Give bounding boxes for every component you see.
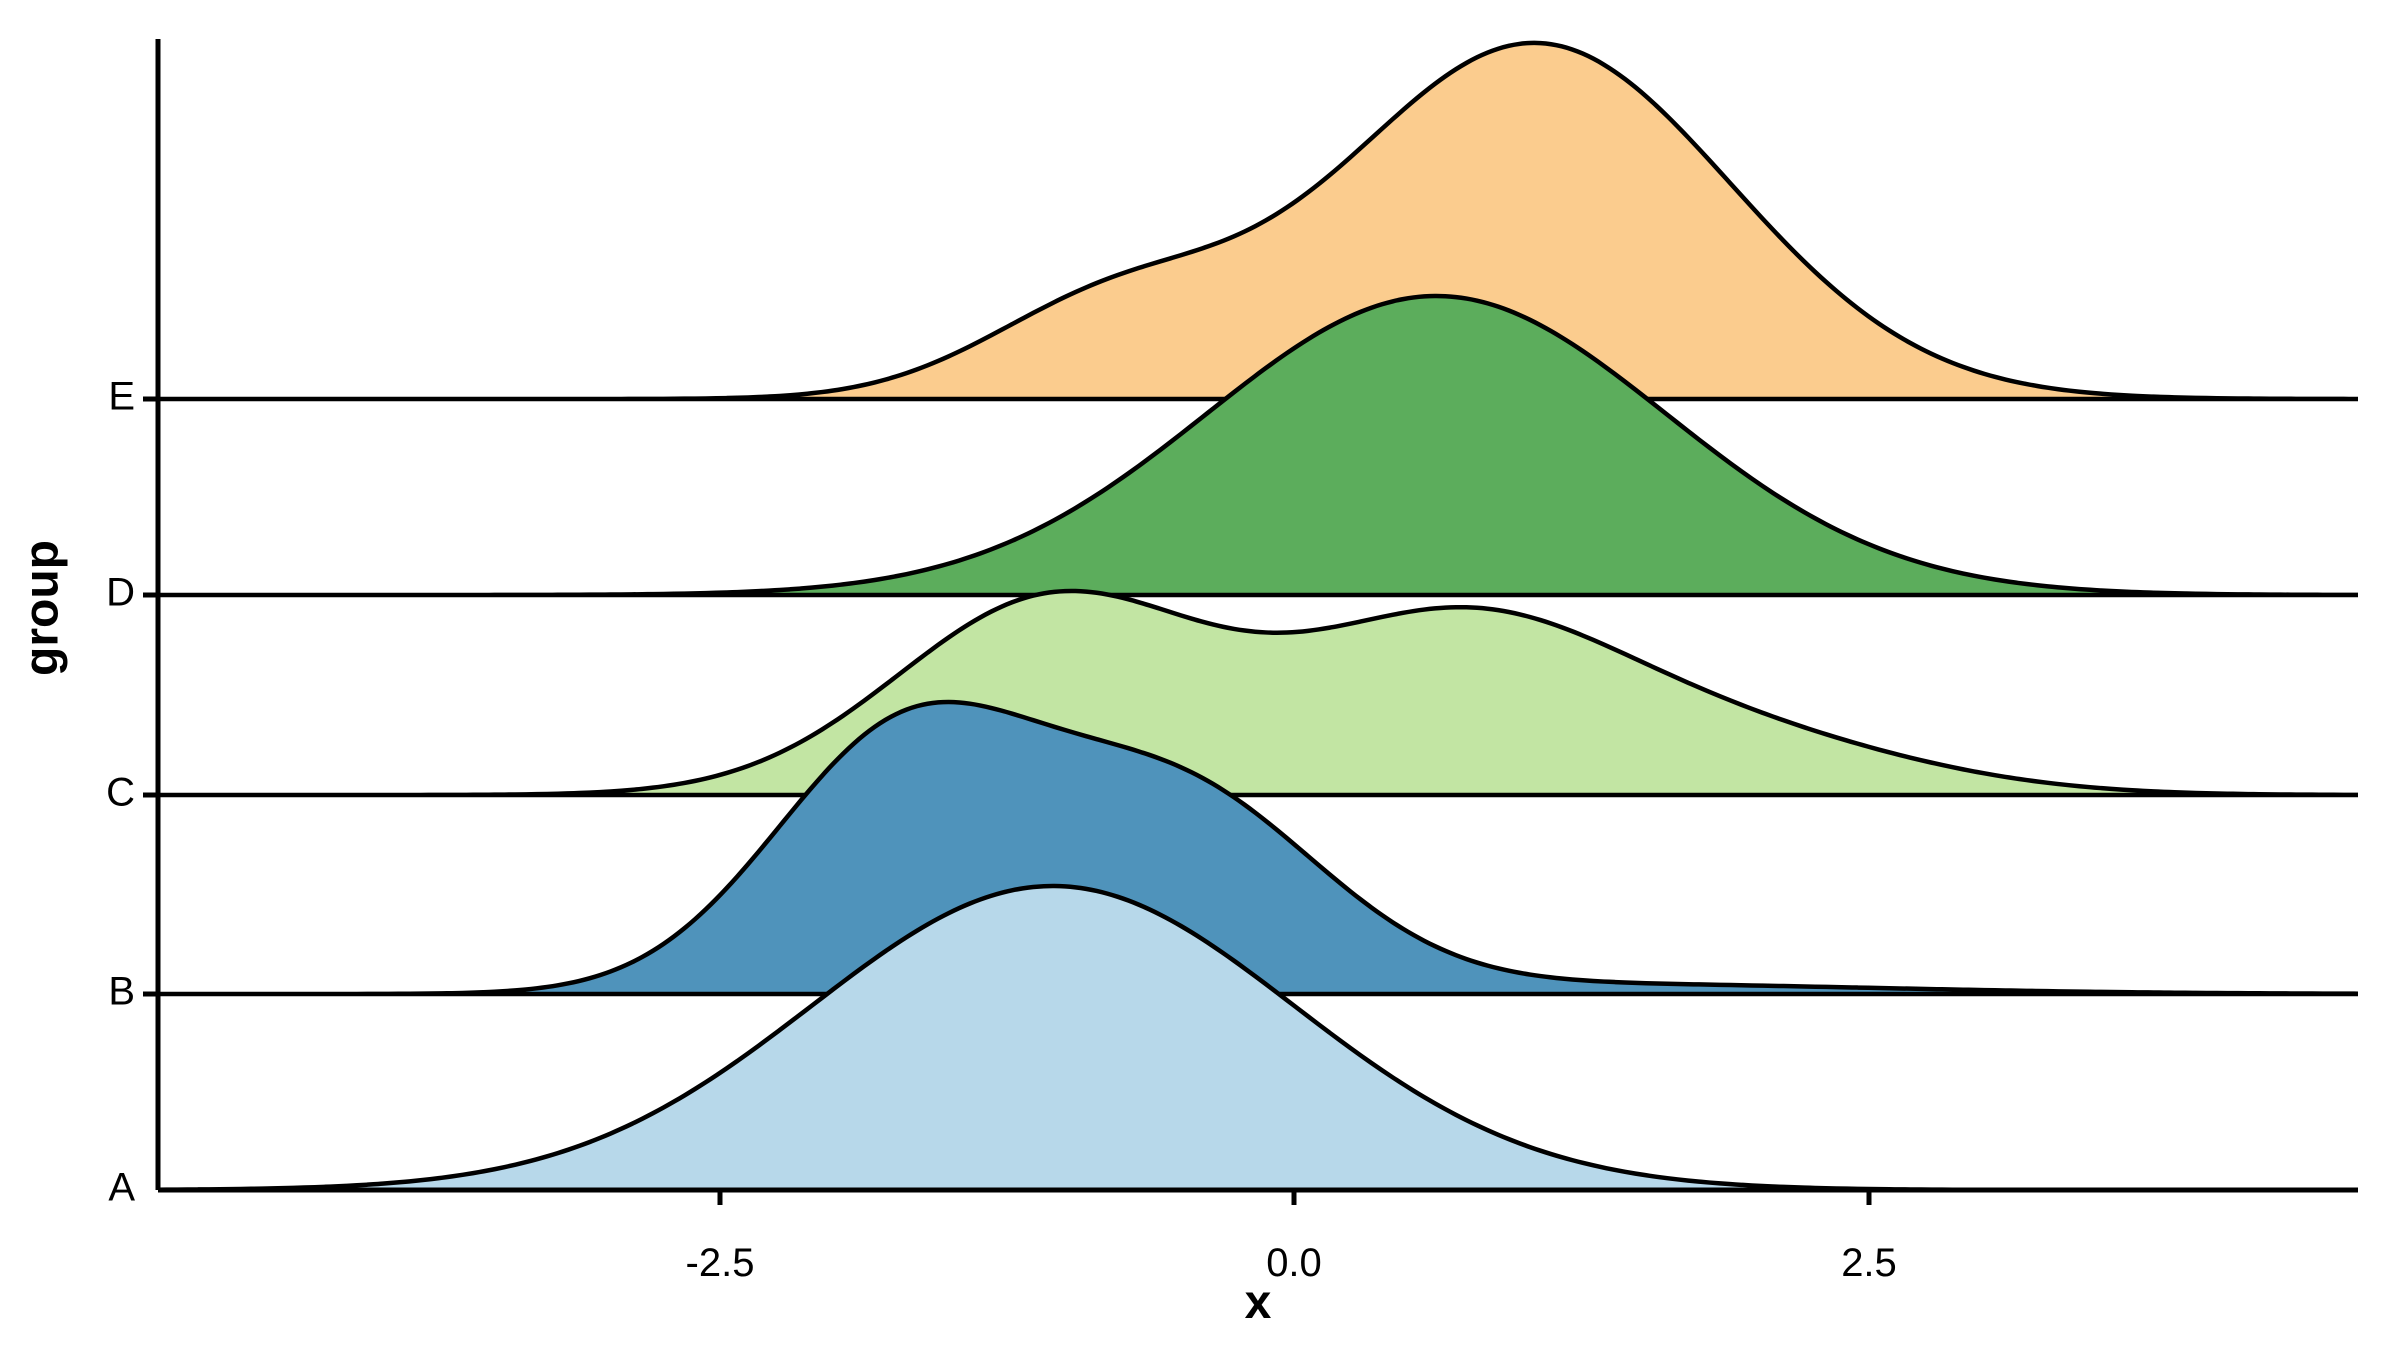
svg-text:0.0: 0.0 [1266, 1241, 1322, 1285]
svg-text:D: D [106, 571, 135, 615]
svg-text:B: B [108, 970, 135, 1014]
svg-text:x: x [1245, 1276, 1272, 1329]
svg-text:2.5: 2.5 [1841, 1241, 1897, 1285]
svg-text:-2.5: -2.5 [686, 1241, 755, 1285]
svg-text:C: C [106, 771, 135, 815]
svg-text:E: E [108, 375, 135, 419]
svg-text:A: A [108, 1166, 135, 1210]
svg-text:group: group [16, 540, 69, 676]
